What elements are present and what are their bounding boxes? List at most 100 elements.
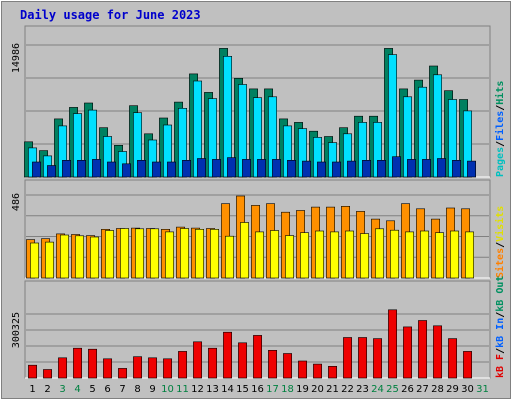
x-tick-label-day-22: 22: [341, 384, 354, 395]
bar-pages-day-23: [362, 160, 371, 178]
series-sites: [30, 222, 474, 279]
bar-sites-day-6: [105, 230, 115, 279]
x-tick-label-day-15: 15: [236, 384, 249, 395]
bar-kb-f-day-1: [28, 364, 37, 379]
legend-entry: Visits: [494, 206, 506, 242]
chart-panels: 14986 Pages/Files/Hits 486Sites/Visits3003…: [11, 25, 506, 379]
bar-pages-day-9: [152, 161, 161, 178]
y-max-label: 14986: [11, 43, 22, 73]
bar-sites-day-23: [360, 233, 369, 279]
chart-title: Daily usage for June 2023: [20, 8, 201, 22]
x-tick-label-day-2: 2: [44, 384, 50, 395]
x-tick-label-day-16: 16: [251, 384, 264, 395]
bar-sites-day-22: [345, 230, 354, 279]
series-kb-f: [28, 309, 472, 379]
bar-kb-f-day-16: [253, 335, 262, 379]
x-tick-label-day-7: 7: [119, 384, 125, 395]
bar-kb-f-day-5: [88, 348, 98, 379]
x-tick-label-day-9: 9: [149, 384, 155, 395]
x-tick-label-day-4: 4: [74, 384, 80, 395]
bar-pages-day-3: [62, 160, 72, 178]
bar-kb-f-day-14: [223, 331, 232, 379]
bar-pages-day-8: [137, 160, 146, 178]
bar-pages-day-29: [452, 160, 461, 178]
bar-sites-day-1: [30, 242, 39, 279]
series-files: [28, 54, 472, 178]
bar-kb-f-day-30: [463, 351, 472, 379]
panel-visits-sites: 486 Sites/Visits: [11, 179, 506, 279]
x-tick-label-day-19: 19: [296, 384, 309, 395]
bar-pages-day-27: [422, 159, 431, 178]
bar-kb-f-day-29: [448, 338, 457, 379]
bar-sites-day-4: [75, 235, 85, 279]
x-tick-label-day-11: 11: [176, 384, 189, 395]
bar-sites-day-19: [300, 232, 309, 279]
x-tick-label-day-14: 14: [221, 384, 234, 395]
bar-kb-f-day-27: [418, 320, 427, 379]
x-tick-label-day-21: 21: [326, 384, 339, 395]
bar-kb-f-day-9: [148, 357, 157, 379]
bar-kb-f-day-20: [313, 363, 322, 379]
bar-kb-f-day-25: [388, 309, 397, 379]
bar-sites-day-17: [270, 230, 279, 279]
bar-pages-day-26: [407, 159, 416, 178]
bar-sites-day-7: [120, 228, 130, 279]
legend-hits-files-pages: Pages/Files/Hits: [494, 81, 506, 177]
bar-pages-day-5: [92, 159, 102, 178]
bar-kb-f-day-23: [358, 337, 367, 379]
x-tick-label-day-26: 26: [401, 384, 414, 395]
legend-entry: kB Out: [495, 276, 506, 312]
bar-kb-f-day-28: [433, 325, 442, 379]
bar-sites-day-26: [405, 231, 414, 279]
bar-pages-day-10: [167, 161, 176, 178]
bar-kb-f-day-15: [238, 342, 247, 379]
bar-sites-day-18: [285, 235, 294, 279]
bar-pages-day-12: [197, 158, 206, 178]
panel-hits-files-pages: 14986 Pages/Files/Hits: [11, 25, 506, 178]
x-tick-label-day-27: 27: [416, 384, 429, 395]
bar-kb-f-day-12: [193, 341, 202, 379]
x-tick-label-day-1: 1: [29, 384, 35, 395]
bar-kb-f-day-26: [403, 326, 412, 379]
x-tick-label-day-29: 29: [446, 384, 459, 395]
bar-kb-f-day-3: [58, 357, 68, 379]
bar-pages-day-20: [317, 161, 326, 178]
bar-kb-f-day-17: [268, 349, 277, 379]
bar-sites-day-16: [255, 231, 264, 279]
x-tick-label-day-10: 10: [161, 384, 174, 395]
legend-entry: /: [495, 312, 506, 318]
bar-pages-day-16: [257, 159, 266, 178]
bar-sites-day-27: [420, 230, 429, 279]
bar-kb-f-day-13: [208, 347, 217, 379]
x-tick-label-day-20: 20: [311, 384, 324, 395]
legend-entry: Files: [494, 111, 506, 141]
legend-entry: kB In: [495, 318, 506, 348]
x-tick-label-day-31: 31: [476, 384, 489, 395]
bar-pages-day-4: [77, 160, 87, 178]
bar-kb-f-day-4: [73, 347, 83, 379]
bar-sites-day-20: [315, 230, 324, 279]
bar-pages-day-19: [302, 160, 311, 178]
bar-pages-day-2: [47, 165, 57, 178]
bar-kb-f-day-6: [103, 358, 113, 379]
bar-pages-day-24: [377, 160, 386, 178]
legend-entry: Pages: [495, 147, 506, 177]
bar-sites-day-30: [465, 231, 474, 279]
x-tick-label-day-25: 25: [386, 384, 399, 395]
bar-sites-day-25: [390, 229, 399, 279]
legend-entry: Hits: [494, 81, 506, 105]
bar-kb-f-day-2: [43, 369, 53, 379]
bar-sites-day-14: [225, 235, 234, 279]
legend-kbytes: kB F/kB In/kB Out: [495, 276, 506, 378]
x-tick-label-day-8: 8: [134, 384, 140, 395]
x-tick-label-day-30: 30: [461, 384, 474, 395]
bar-sites-day-11: [180, 228, 189, 279]
bar-kb-f-day-10: [163, 358, 172, 379]
bar-sites-day-24: [375, 228, 384, 279]
bar-sites-day-9: [150, 228, 159, 279]
bar-sites-day-5: [90, 236, 100, 279]
bar-sites-day-13: [210, 229, 219, 279]
